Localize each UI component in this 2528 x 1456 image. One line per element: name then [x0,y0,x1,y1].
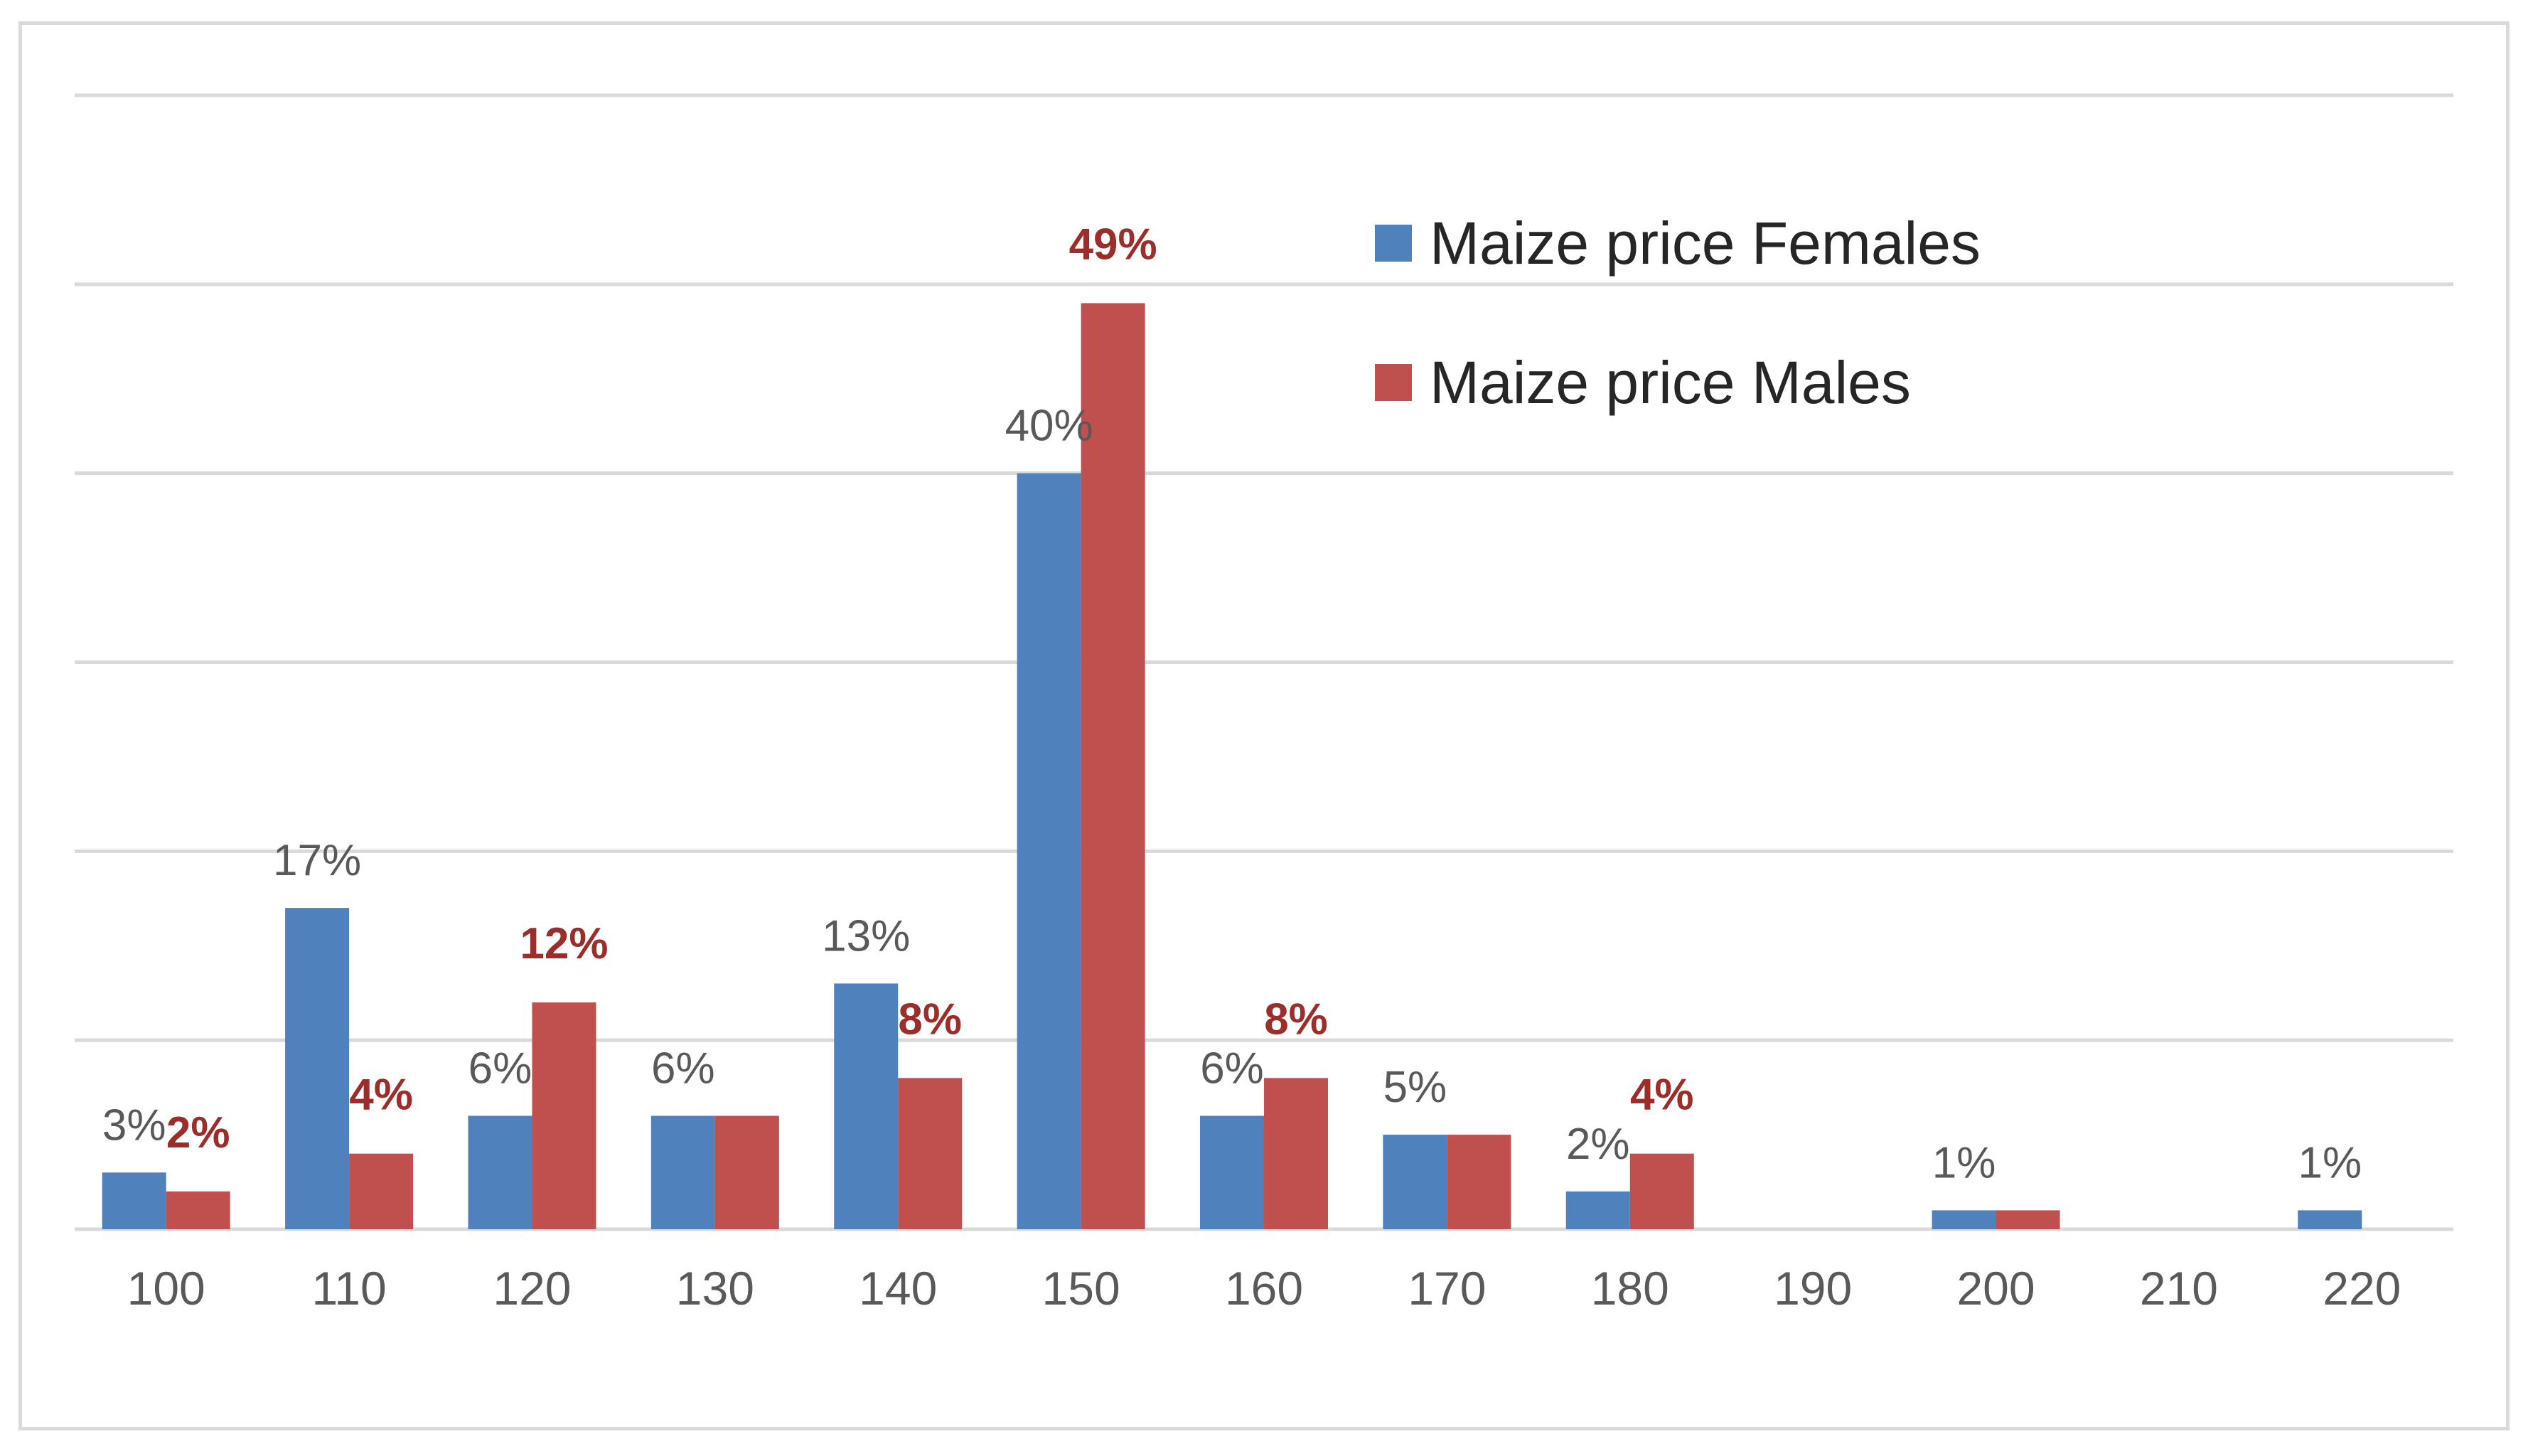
bar-females-170 [1383,1135,1447,1229]
x-tick-label-200: 200 [1956,1262,2035,1315]
bar-chart: 3% 2%17%4%6%12%6%13%8%40%49%6%8%5%2%4%1% 1… [75,93,2453,1315]
legend-swatch-females [1375,225,1412,262]
bar-males-130 [714,1115,779,1229]
bar-females-200 [1932,1210,1996,1229]
bar-males-150 [1081,303,1145,1230]
data-label-females-100: 3% [102,1101,166,1150]
bar-males-170 [1447,1135,1511,1229]
data-label-females-130: 6% [651,1044,715,1093]
bar-females-150 [1017,473,1081,1229]
data-label-females-110: 17% [273,836,361,885]
data-label-males-150: 49% [1069,220,1157,269]
data-label-females-170: 5% [1383,1063,1447,1112]
x-tick-label-190: 190 [1774,1262,1852,1315]
bar-females-160 [1200,1115,1264,1229]
x-tick-label-170: 170 [1408,1262,1486,1315]
bar-males-140 [898,1078,963,1229]
data-label-males-140: 8% [898,995,962,1044]
data-label-females-150: 40% [1005,402,1093,451]
x-tick-label-220: 220 [2323,1262,2401,1315]
data-label-females-120: 6% [468,1044,532,1093]
bar-females-120 [468,1115,532,1229]
data-label-males-160: 8% [1264,995,1328,1044]
bar-females-140 [834,983,899,1229]
legend: Maize price Females Maize price Males [1375,210,1981,416]
data-label-females-160: 6% [1200,1044,1264,1093]
data-label-females-220: 1% [2298,1138,2362,1187]
legend-swatch-males [1375,364,1412,401]
legend-label-females: Maize price Females [1430,210,1981,277]
bar-males-180 [1629,1153,1694,1229]
data-label-females-140: 13% [822,911,910,960]
data-label-males-180: 4% [1630,1071,1694,1120]
bar-females-100 [102,1172,166,1229]
x-tick-label-130: 130 [676,1262,754,1315]
chart-frame: 3% 2% 17% 4% 6% 12% 6% 13% 8% 40% 49% 6% 8% 5% 2% 4% 1% 1… [18,21,2510,1430]
x-tick-label-110: 110 [311,1262,386,1315]
bar-males-160 [1264,1078,1328,1229]
data-label-males-110: 4% [349,1071,413,1120]
legend-item-males: Maize price Males [1375,349,1911,416]
data-label-females-200: 1% [1932,1138,1996,1187]
data-label-females-180: 2% [1566,1120,1630,1169]
x-tick-label-160: 160 [1225,1262,1303,1315]
bar-females-110 [285,908,350,1229]
data-label-males-100: 2% [166,1108,230,1157]
legend-label-males: Maize price Males [1430,349,1911,416]
x-tick-label-140: 140 [859,1262,937,1315]
bar-females-220 [2298,1210,2362,1229]
data-label-males-120: 12% [520,919,608,968]
x-tick-label-180: 180 [1591,1262,1669,1315]
bar-males-110 [349,1153,414,1229]
data-labels: 3% 2%17%4%6%12%6%13%8%40%49%6%8%5%2%4%1% 1… [102,220,2362,1187]
x-axis-tick-labels: 100 110 120 130 140 150 160 170 180 190 200 210 220 [127,1262,2401,1315]
x-tick-label-120: 120 [493,1262,571,1315]
x-tick-label-100: 100 [127,1262,205,1315]
bar-males-100 [166,1191,230,1229]
bar-males-200 [1996,1210,2060,1229]
bars [102,303,2362,1230]
x-tick-label-210: 210 [2140,1262,2218,1315]
gridlines [75,93,2453,1231]
legend-item-females: Maize price Females [1375,210,1981,277]
bar-males-120 [532,1002,596,1229]
bar-females-130 [650,1115,715,1229]
x-tick-label-150: 150 [1042,1262,1120,1315]
bar-females-180 [1565,1191,1630,1229]
